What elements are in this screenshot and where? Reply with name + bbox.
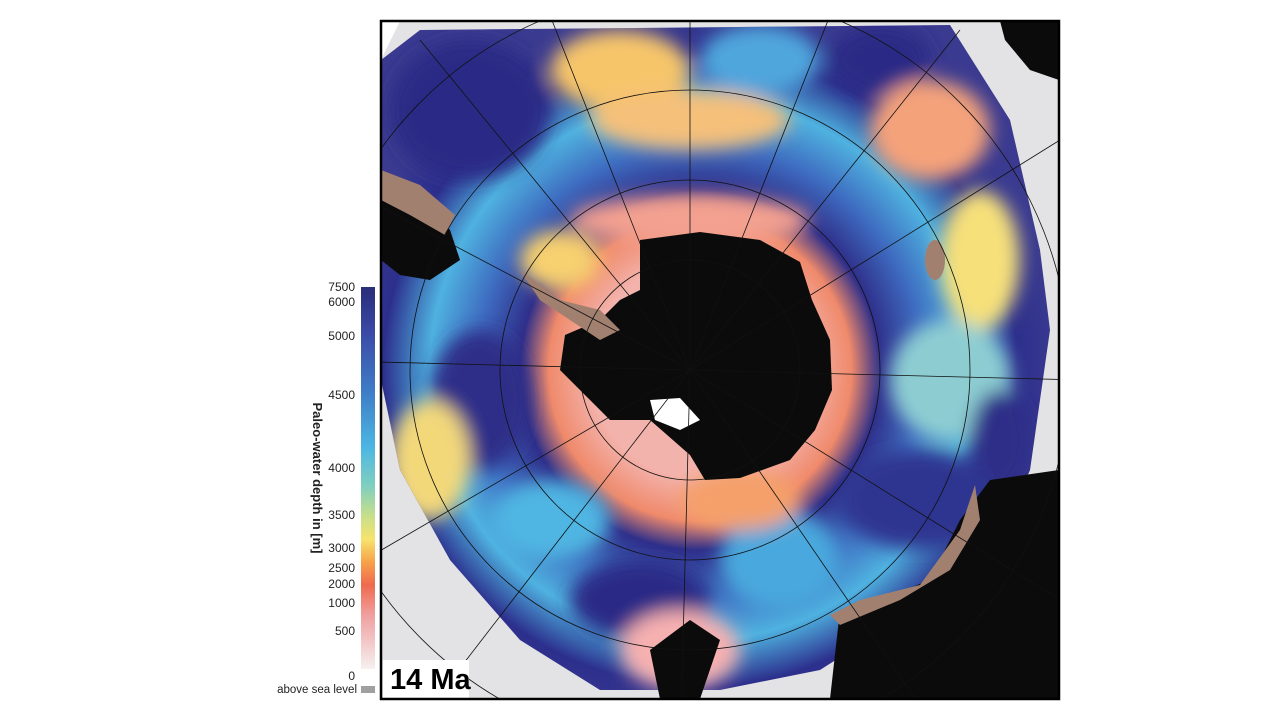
legend-tick-label: 6000: [328, 295, 355, 309]
new-zealand: [650, 620, 720, 699]
colorbar: [361, 287, 375, 669]
legend-tick-label: 4500: [328, 388, 355, 402]
legend-tick-label: 3500: [328, 508, 355, 522]
legend-tick-label: 7500: [328, 280, 355, 294]
legend-title: Paleo-water depth in [m]: [310, 403, 325, 554]
legend-tick-label: 500: [335, 624, 355, 638]
graticule: [381, 21, 1059, 699]
africa: [1000, 21, 1059, 80]
map-frame: [379, 19, 1061, 701]
legend-tick-label: 0: [348, 669, 355, 683]
legend-tick-label: 5000: [328, 329, 355, 343]
depth-texture: [390, 25, 1030, 690]
australia: [830, 470, 1059, 699]
antarctica: [560, 232, 832, 480]
shelf-land: [830, 485, 980, 625]
legend: above sea level Paleo-water depth in [m]…: [277, 280, 375, 696]
legend-tick-label: 4000: [328, 461, 355, 475]
south-america: [381, 190, 460, 280]
legend-tick-label: 2500: [328, 561, 355, 575]
map-area: 14 Ma: [381, 21, 1059, 699]
label-box: [383, 660, 469, 698]
land-label: above sea level: [277, 684, 357, 696]
peninsula-land: [520, 270, 620, 340]
plateau-land: [925, 240, 945, 280]
shelf-land: [381, 170, 455, 235]
legend-tick-label: 1000: [328, 596, 355, 610]
legend-tick-label: 2000: [328, 577, 355, 591]
land-swatch: [361, 686, 375, 693]
age-label: 14 Ma: [390, 664, 471, 696]
legend-tick-label: 3000: [328, 541, 355, 555]
